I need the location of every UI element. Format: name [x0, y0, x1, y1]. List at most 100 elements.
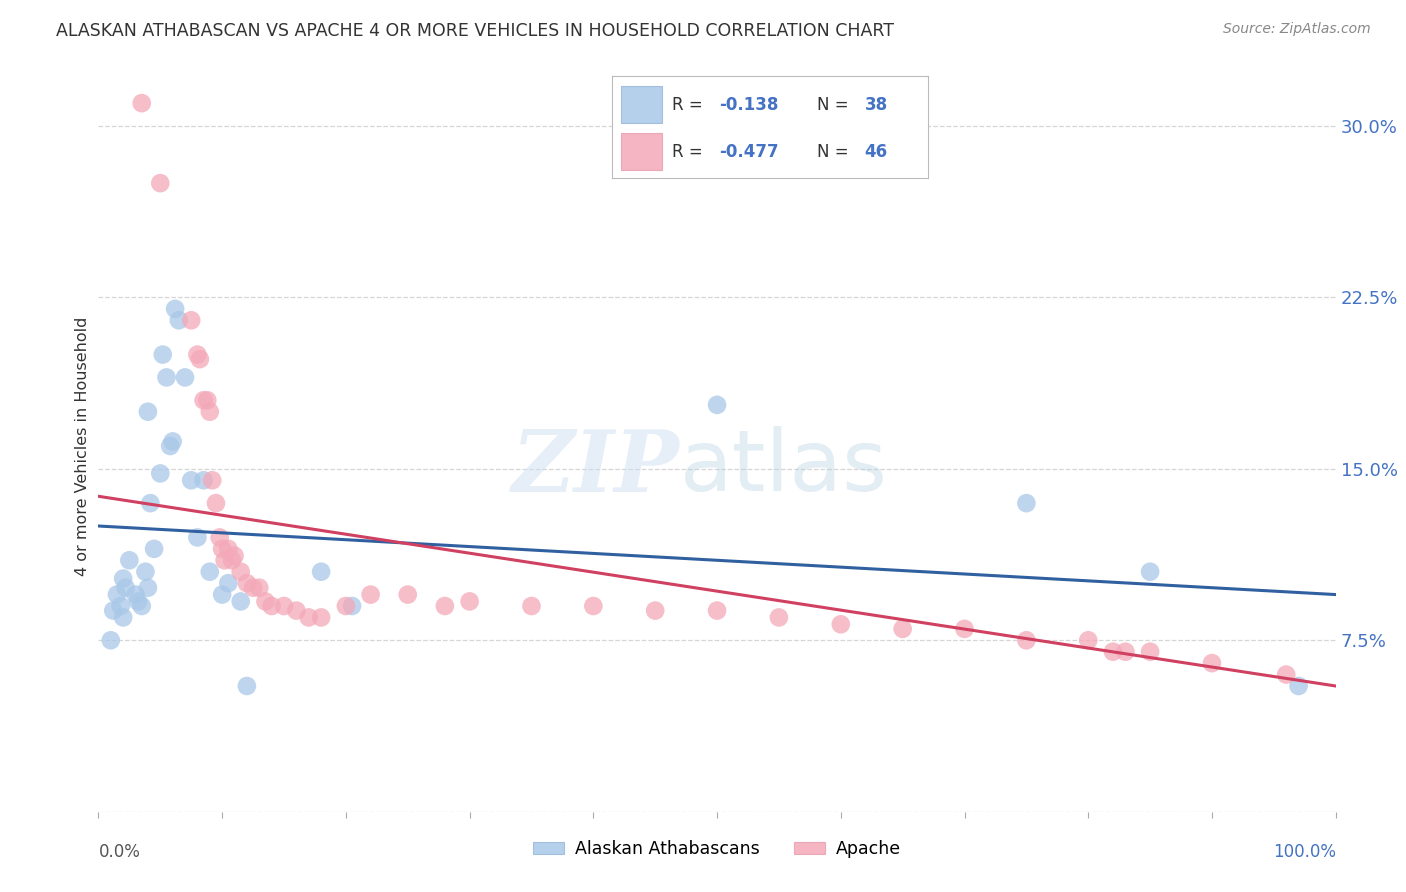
Point [195, 393, 218, 408]
Point [188, 352, 211, 367]
Point [155, 370, 177, 384]
Point [201, 473, 224, 487]
Point [149, 176, 172, 190]
Point [1114, 645, 1136, 659]
Point [236, 576, 259, 591]
Point [136, 581, 159, 595]
Text: N =: N = [817, 143, 853, 161]
Text: ALASKAN ATHABASCAN VS APACHE 4 OR MORE VEHICLES IN HOUSEHOLD CORRELATION CHART: ALASKAN ATHABASCAN VS APACHE 4 OR MORE V… [56, 22, 894, 40]
Point [396, 588, 419, 602]
Text: 0.0%: 0.0% [98, 843, 141, 861]
Point [582, 599, 605, 613]
Point [830, 617, 852, 632]
Point [1288, 679, 1310, 693]
Point [520, 599, 543, 613]
Point [165, 301, 187, 316]
Point [1139, 645, 1161, 659]
Point [180, 473, 202, 487]
Point [1077, 633, 1099, 648]
Point [644, 603, 666, 617]
Text: N =: N = [817, 95, 853, 113]
Point [112, 610, 135, 624]
Point [229, 565, 252, 579]
FancyBboxPatch shape [621, 133, 662, 170]
Point [198, 565, 221, 579]
Point [127, 594, 149, 608]
Text: -0.138: -0.138 [720, 95, 779, 113]
Point [205, 496, 228, 510]
Point [124, 588, 146, 602]
Point [1015, 633, 1038, 648]
Point [136, 405, 159, 419]
Point [152, 348, 174, 362]
Point [768, 610, 790, 624]
Point [1102, 645, 1125, 659]
Point [1201, 656, 1223, 670]
Y-axis label: 4 or more Vehicles in Household: 4 or more Vehicles in Household [75, 317, 90, 575]
Point [247, 581, 270, 595]
Text: -0.477: -0.477 [720, 143, 779, 161]
Point [242, 581, 264, 595]
Point [131, 96, 153, 111]
Point [174, 370, 197, 384]
Point [217, 576, 239, 591]
Text: atlas: atlas [681, 426, 889, 509]
Point [186, 530, 208, 544]
Point [1139, 565, 1161, 579]
Text: 38: 38 [865, 95, 887, 113]
Point [360, 588, 382, 602]
Point [139, 496, 162, 510]
Point [193, 473, 215, 487]
Point [309, 565, 332, 579]
Point [891, 622, 914, 636]
Point [309, 610, 332, 624]
Point [298, 610, 321, 624]
Point [131, 599, 153, 613]
Point [198, 405, 221, 419]
Point [118, 553, 141, 567]
Point [186, 348, 208, 362]
Text: 46: 46 [865, 143, 887, 161]
Point [433, 599, 456, 613]
Point [236, 679, 259, 693]
Point [159, 439, 181, 453]
Point [1015, 496, 1038, 510]
Point [110, 599, 132, 613]
Legend: Alaskan Athabascans, Apache: Alaskan Athabascans, Apache [526, 833, 908, 865]
Point [335, 599, 357, 613]
Point [229, 594, 252, 608]
Point [953, 622, 976, 636]
Text: 100.0%: 100.0% [1272, 843, 1336, 861]
Point [114, 581, 136, 595]
Point [162, 434, 184, 449]
Point [193, 393, 215, 408]
Point [1275, 667, 1298, 681]
Point [211, 541, 233, 556]
Point [285, 603, 308, 617]
Point [180, 313, 202, 327]
Point [706, 398, 728, 412]
Point [105, 588, 128, 602]
Point [149, 467, 172, 481]
Point [134, 565, 156, 579]
Point [340, 599, 363, 613]
Point [211, 588, 233, 602]
Point [221, 553, 243, 567]
Point [458, 594, 481, 608]
Text: Source: ZipAtlas.com: Source: ZipAtlas.com [1223, 22, 1371, 37]
Point [112, 572, 135, 586]
Point [214, 553, 236, 567]
Point [100, 633, 122, 648]
Point [254, 594, 277, 608]
Point [208, 530, 231, 544]
Point [167, 313, 190, 327]
Text: ZIP: ZIP [512, 426, 681, 509]
Point [103, 603, 125, 617]
Point [217, 541, 239, 556]
FancyBboxPatch shape [621, 87, 662, 123]
Point [273, 599, 295, 613]
Point [260, 599, 283, 613]
Point [706, 603, 728, 617]
Point [143, 541, 166, 556]
Text: R =: R = [672, 143, 707, 161]
